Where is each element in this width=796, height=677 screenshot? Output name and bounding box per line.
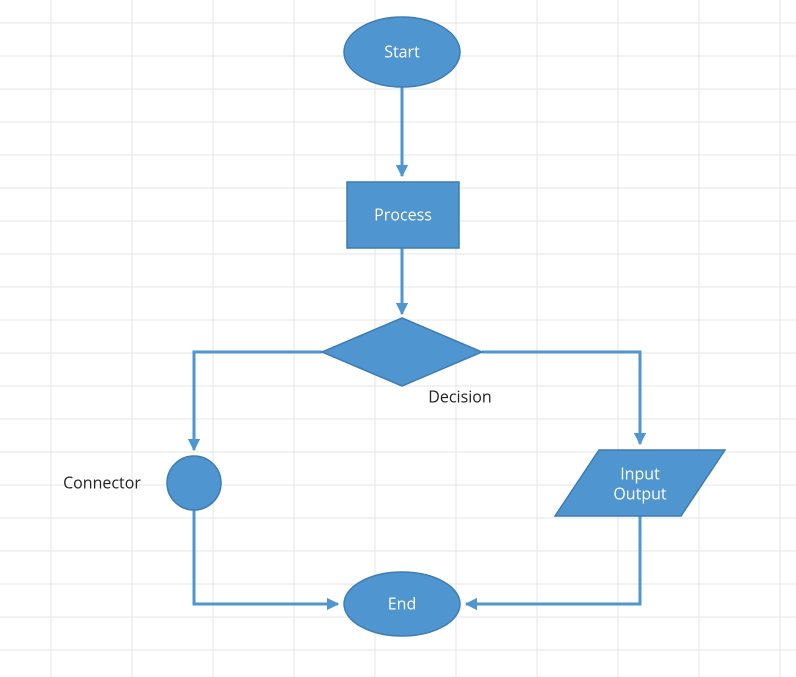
node-decision-label: Decision	[428, 385, 491, 407]
edge-connector-down	[194, 510, 338, 604]
nodes: Start Process Decision Connector InputOutput…	[63, 17, 725, 636]
node-start[interactable]: Start	[344, 17, 460, 87]
node-connector-label: Connector	[63, 471, 141, 493]
node-start-label: Start	[384, 40, 420, 62]
node-process[interactable]: Process	[347, 182, 459, 248]
node-io-label1: Input	[620, 462, 660, 484]
node-end-label: End	[388, 592, 417, 614]
edge-decision-right	[482, 352, 640, 444]
node-connector[interactable]: Connector	[63, 456, 221, 510]
edge-io-down	[466, 516, 640, 604]
node-end[interactable]: End	[344, 572, 460, 636]
flowchart-canvas: Start Process Decision Connector InputOutput…	[0, 0, 796, 677]
node-process-label: Process	[374, 203, 432, 225]
node-decision[interactable]: Decision	[322, 318, 492, 407]
node-io-label2: Output	[613, 482, 667, 504]
